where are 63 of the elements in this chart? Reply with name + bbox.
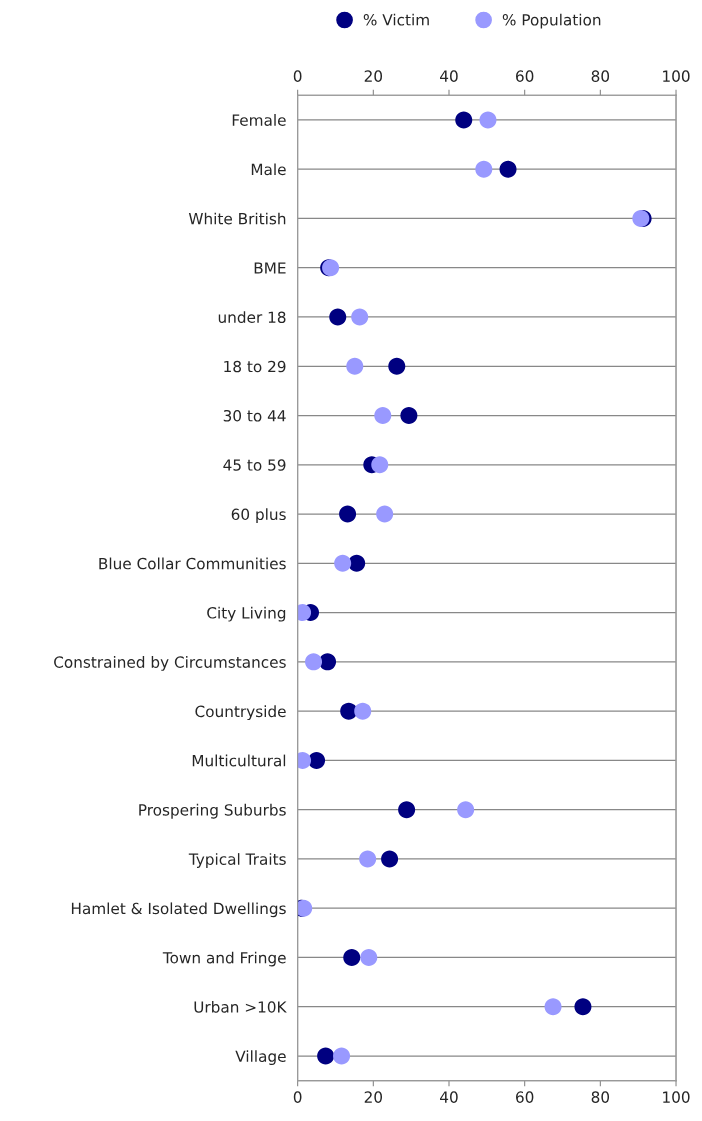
y-tick-label: 30 to 44 bbox=[223, 409, 286, 422]
point bbox=[317, 1047, 335, 1065]
y-tick-label: BME bbox=[254, 262, 286, 274]
x-tick-label: 80 bbox=[591, 1091, 610, 1103]
point bbox=[297, 604, 312, 622]
x2-tick-label: 40 bbox=[440, 70, 458, 82]
point bbox=[388, 357, 406, 375]
point bbox=[371, 456, 389, 474]
y-tick-label: Prospering Suburbs bbox=[139, 803, 286, 819]
x-tick-label: 100 bbox=[663, 1091, 690, 1103]
x-tick-label: 0 bbox=[293, 1091, 302, 1103]
y-tick-label: Urban >10K bbox=[194, 1000, 287, 1013]
x-tick-label: 20 bbox=[364, 1091, 383, 1103]
point bbox=[334, 554, 352, 572]
point bbox=[343, 948, 361, 966]
point bbox=[339, 505, 357, 523]
point bbox=[351, 308, 369, 326]
point bbox=[400, 407, 418, 425]
point bbox=[305, 653, 323, 671]
point bbox=[329, 308, 347, 326]
y-tick-label: Multicultural bbox=[192, 754, 286, 767]
y-tick-label: 18 to 29 bbox=[224, 360, 286, 373]
point bbox=[455, 111, 473, 129]
y-tick-label: City Living bbox=[207, 606, 286, 622]
y-tick-label: Typical Traits bbox=[188, 853, 286, 868]
point bbox=[376, 505, 394, 523]
point bbox=[308, 751, 326, 769]
y-tick-label: 45 to 59 bbox=[223, 459, 286, 471]
point bbox=[457, 801, 475, 819]
y-tick-label: White British bbox=[188, 212, 286, 225]
point bbox=[297, 751, 312, 769]
x-tick-label: 60 bbox=[516, 1091, 534, 1103]
x2-tick-label: 100 bbox=[663, 70, 690, 82]
y-tick-label: Village bbox=[235, 1050, 286, 1065]
point bbox=[475, 160, 493, 178]
point bbox=[359, 850, 377, 868]
point bbox=[398, 801, 416, 819]
point bbox=[499, 160, 517, 178]
x-tick-label: 40 bbox=[440, 1091, 458, 1103]
legend-label: % Population bbox=[502, 13, 601, 29]
x2-tick-label: 0 bbox=[293, 70, 302, 82]
x2-tick-label: 60 bbox=[516, 70, 534, 82]
y-tick-label: Female bbox=[232, 114, 286, 126]
x2-tick-label: 80 bbox=[591, 70, 610, 82]
y-tick-label: Blue Collar Communities bbox=[99, 557, 286, 570]
y-tick-label: 60 plus bbox=[231, 508, 286, 524]
y-tick-label: Hamlet & Isolated Dwellings bbox=[71, 902, 286, 918]
point bbox=[333, 1047, 351, 1065]
point bbox=[479, 111, 497, 129]
y-tick-label: Male bbox=[251, 163, 286, 176]
point bbox=[360, 948, 378, 966]
point bbox=[374, 407, 392, 425]
point bbox=[381, 850, 399, 868]
y-tick-label: under 18 bbox=[218, 311, 286, 324]
legend-label: % Victim bbox=[363, 13, 429, 26]
point bbox=[354, 702, 372, 720]
y-tick-label: Constrained by Circumstances bbox=[54, 656, 286, 671]
point bbox=[544, 998, 562, 1016]
y-tick-label: Countryside bbox=[195, 705, 286, 721]
point bbox=[346, 357, 364, 375]
y-tick-label: Town and Fringe bbox=[162, 951, 286, 967]
point bbox=[574, 998, 592, 1016]
x2-tick-label: 20 bbox=[364, 70, 383, 82]
